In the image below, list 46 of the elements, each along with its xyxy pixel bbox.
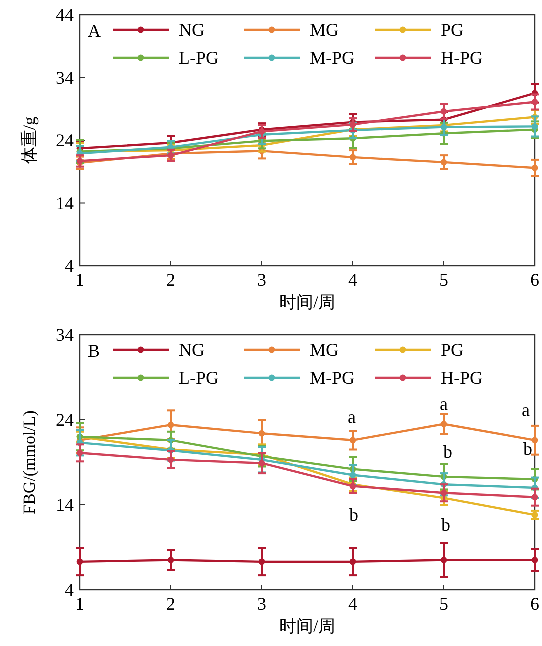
annotation: b [524,439,532,459]
annotation: a [348,407,356,427]
legend-label: H-PG [441,368,484,388]
legend-label: MG [310,340,340,360]
y-tick-label: 34 [56,325,74,345]
x-tick-label: 4 [348,594,358,614]
chart-title: B [88,341,100,361]
y-tick-label: 24 [56,410,74,430]
x-tick-label: 5 [440,270,448,290]
annotation: b [442,515,450,535]
y-tick-label: 34 [56,68,74,88]
x-axis-title: 时间/周 [280,617,336,636]
x-tick-label: 1 [76,594,84,614]
x-axis-title: 时间/周 [280,293,336,312]
y-axis-title: 体重/g [20,116,39,164]
annotation: a [440,394,448,414]
x-tick-label: 6 [530,270,540,290]
x-tick-label: 2 [166,594,176,614]
legend-label: PG [441,20,464,40]
x-tick-label: 1 [76,270,84,290]
x-tick-label: 4 [348,270,358,290]
y-tick-label: 24 [56,130,74,150]
y-tick-label: 4 [65,580,74,600]
legend-label: NG [179,20,205,40]
legend-label: L-PG [179,368,219,388]
x-tick-label: 3 [258,270,266,290]
x-tick-label: 3 [258,594,266,614]
x-tick-label: 6 [530,594,540,614]
legend-label: H-PG [441,48,484,68]
x-tick-label: 5 [440,594,448,614]
y-axis-title: FBG/(mmol/L) [20,410,39,514]
legend-label: MG [310,20,340,40]
annotation: b [444,442,452,462]
legend-label: M-PG [310,48,356,68]
y-tick-label: 14 [56,193,74,214]
legend-label: PG [441,340,464,360]
chart-title: A [88,21,101,41]
x-tick-label: 2 [166,270,176,290]
y-tick-label: 14 [56,495,74,515]
legend-label: L-PG [179,48,219,68]
annotation: b [350,505,358,525]
y-tick-label: 4 [65,256,74,276]
y-tick-label: 44 [56,5,74,25]
annotation: a [522,400,530,420]
legend-label: NG [179,340,205,360]
legend-label: M-PG [310,368,356,388]
